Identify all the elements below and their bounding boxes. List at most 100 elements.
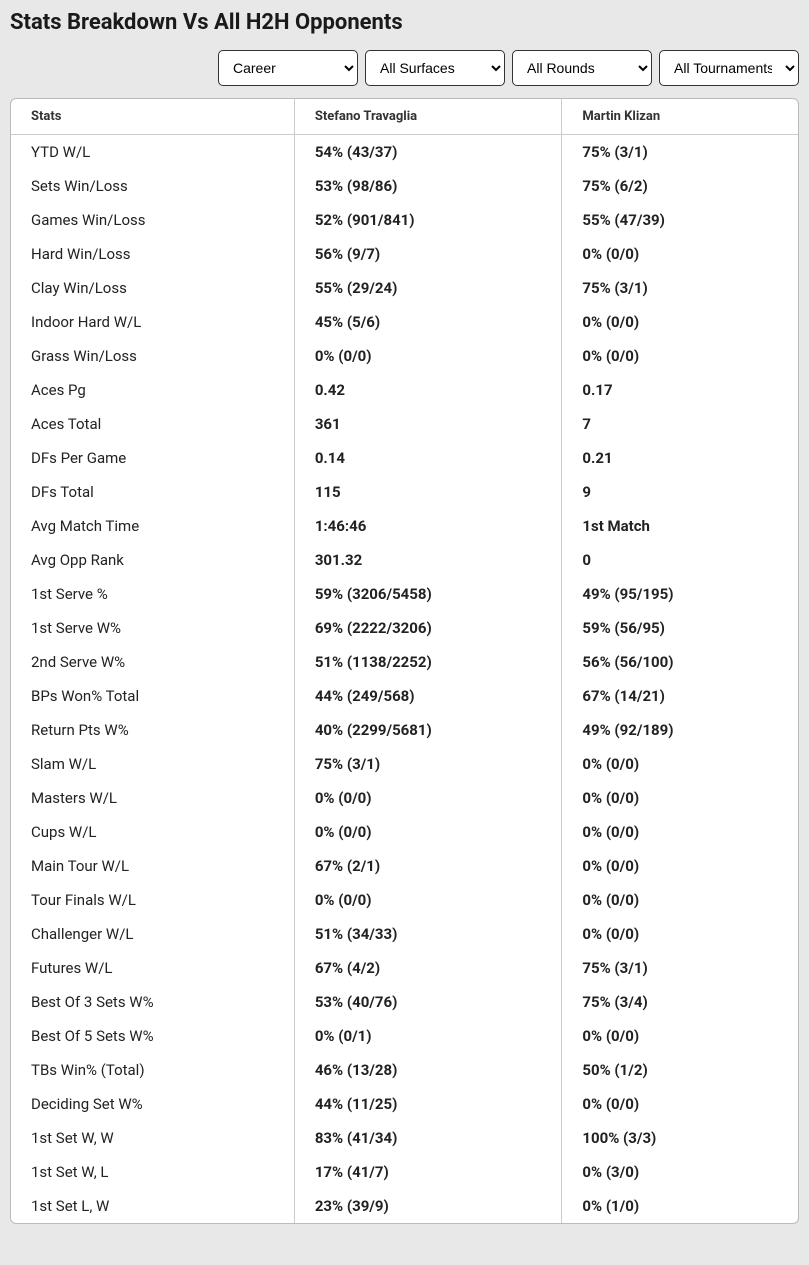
stat-label: Masters W/L (11, 781, 294, 815)
player1-value: 0.14 (294, 441, 562, 475)
player1-value: 301.32 (294, 543, 562, 577)
page-title: Stats Breakdown Vs All H2H Opponents (10, 10, 799, 35)
stat-label: 1st Serve W% (11, 611, 294, 645)
table-row: Tour Finals W/L0% (0/0)0% (0/0) (11, 883, 798, 917)
table-header-row: Stats Stefano Travaglia Martin Klizan (11, 99, 798, 135)
player2-value: 0% (1/0) (562, 1189, 798, 1223)
player1-value: 17% (41/7) (294, 1155, 562, 1189)
stat-label: Slam W/L (11, 747, 294, 781)
stat-label: 1st Set W, W (11, 1121, 294, 1155)
player2-value: 1st Match (562, 509, 798, 543)
player2-value: 100% (3/3) (562, 1121, 798, 1155)
player2-value: 67% (14/21) (562, 679, 798, 713)
filters-row: Career All Surfaces All Rounds All Tourn… (10, 50, 799, 86)
stat-label: Indoor Hard W/L (11, 305, 294, 339)
player2-value: 9 (562, 475, 798, 509)
table-row: Aces Pg0.420.17 (11, 373, 798, 407)
player1-value: 45% (5/6) (294, 305, 562, 339)
table-row: Main Tour W/L67% (2/1)0% (0/0) (11, 849, 798, 883)
stat-label: Challenger W/L (11, 917, 294, 951)
stat-label: Games Win/Loss (11, 203, 294, 237)
player2-value: 0% (0/0) (562, 781, 798, 815)
table-row: BPs Won% Total44% (249/568)67% (14/21) (11, 679, 798, 713)
table-row: Avg Match Time1:46:461st Match (11, 509, 798, 543)
player1-value: 53% (40/76) (294, 985, 562, 1019)
player1-value: 44% (249/568) (294, 679, 562, 713)
player1-value: 0.42 (294, 373, 562, 407)
player2-value: 0% (0/0) (562, 849, 798, 883)
table-row: Masters W/L0% (0/0)0% (0/0) (11, 781, 798, 815)
table-row: Grass Win/Loss0% (0/0)0% (0/0) (11, 339, 798, 373)
player1-value: 54% (43/37) (294, 135, 562, 170)
stat-label: Clay Win/Loss (11, 271, 294, 305)
player2-value: 50% (1/2) (562, 1053, 798, 1087)
table-row: Avg Opp Rank301.320 (11, 543, 798, 577)
header-stats: Stats (11, 99, 294, 135)
surfaces-filter[interactable]: All Surfaces (365, 50, 505, 86)
table-row: Hard Win/Loss56% (9/7)0% (0/0) (11, 237, 798, 271)
table-row: Indoor Hard W/L45% (5/6)0% (0/0) (11, 305, 798, 339)
player1-value: 40% (2299/5681) (294, 713, 562, 747)
player1-value: 46% (13/28) (294, 1053, 562, 1087)
table-row: 1st Serve W%69% (2222/3206)59% (56/95) (11, 611, 798, 645)
stat-label: Main Tour W/L (11, 849, 294, 883)
stat-label: Best Of 5 Sets W% (11, 1019, 294, 1053)
player1-value: 0% (0/0) (294, 339, 562, 373)
table-row: Challenger W/L51% (34/33)0% (0/0) (11, 917, 798, 951)
player2-value: 75% (3/1) (562, 135, 798, 170)
stat-label: Aces Total (11, 407, 294, 441)
player1-value: 59% (3206/5458) (294, 577, 562, 611)
player1-value: 115 (294, 475, 562, 509)
player1-value: 0% (0/0) (294, 815, 562, 849)
stat-label: DFs Per Game (11, 441, 294, 475)
stats-tbody: YTD W/L54% (43/37)75% (3/1)Sets Win/Loss… (11, 135, 798, 1224)
player2-value: 55% (47/39) (562, 203, 798, 237)
player2-value: 49% (95/195) (562, 577, 798, 611)
table-row: TBs Win% (Total)46% (13/28)50% (1/2) (11, 1053, 798, 1087)
career-filter[interactable]: Career (218, 50, 358, 86)
stat-label: Avg Match Time (11, 509, 294, 543)
table-row: 1st Set W, L17% (41/7)0% (3/0) (11, 1155, 798, 1189)
player2-value: 56% (56/100) (562, 645, 798, 679)
table-row: Sets Win/Loss53% (98/86)75% (6/2) (11, 169, 798, 203)
player1-value: 361 (294, 407, 562, 441)
header-player1: Stefano Travaglia (294, 99, 562, 135)
player1-value: 83% (41/34) (294, 1121, 562, 1155)
player2-value: 0% (0/0) (562, 917, 798, 951)
stat-label: Deciding Set W% (11, 1087, 294, 1121)
player2-value: 7 (562, 407, 798, 441)
stat-label: 1st Serve % (11, 577, 294, 611)
player1-value: 51% (34/33) (294, 917, 562, 951)
table-row: Return Pts W%40% (2299/5681)49% (92/189) (11, 713, 798, 747)
stat-label: Cups W/L (11, 815, 294, 849)
stat-label: TBs Win% (Total) (11, 1053, 294, 1087)
player2-value: 75% (6/2) (562, 169, 798, 203)
stat-label: Return Pts W% (11, 713, 294, 747)
rounds-filter[interactable]: All Rounds (512, 50, 652, 86)
table-row: Deciding Set W%44% (11/25)0% (0/0) (11, 1087, 798, 1121)
table-row: Clay Win/Loss55% (29/24)75% (3/1) (11, 271, 798, 305)
table-row: Slam W/L75% (3/1)0% (0/0) (11, 747, 798, 781)
player2-value: 0% (3/0) (562, 1155, 798, 1189)
table-row: Cups W/L0% (0/0)0% (0/0) (11, 815, 798, 849)
player1-value: 69% (2222/3206) (294, 611, 562, 645)
table-row: Best Of 5 Sets W%0% (0/1)0% (0/0) (11, 1019, 798, 1053)
tournaments-filter[interactable]: All Tournaments (659, 50, 799, 86)
table-row: 1st Set L, W23% (39/9)0% (1/0) (11, 1189, 798, 1223)
stat-label: Grass Win/Loss (11, 339, 294, 373)
table-row: Futures W/L67% (4/2)75% (3/1) (11, 951, 798, 985)
player1-value: 23% (39/9) (294, 1189, 562, 1223)
player2-value: 75% (3/4) (562, 985, 798, 1019)
stat-label: YTD W/L (11, 135, 294, 170)
table-row: Games Win/Loss52% (901/841)55% (47/39) (11, 203, 798, 237)
player2-value: 0.21 (562, 441, 798, 475)
player2-value: 0% (0/0) (562, 237, 798, 271)
stat-label: Tour Finals W/L (11, 883, 294, 917)
table-row: Aces Total3617 (11, 407, 798, 441)
player2-value: 0% (0/0) (562, 883, 798, 917)
stat-label: Futures W/L (11, 951, 294, 985)
stat-label: 1st Set W, L (11, 1155, 294, 1189)
player1-value: 67% (4/2) (294, 951, 562, 985)
player2-value: 0.17 (562, 373, 798, 407)
stat-label: 1st Set L, W (11, 1189, 294, 1223)
